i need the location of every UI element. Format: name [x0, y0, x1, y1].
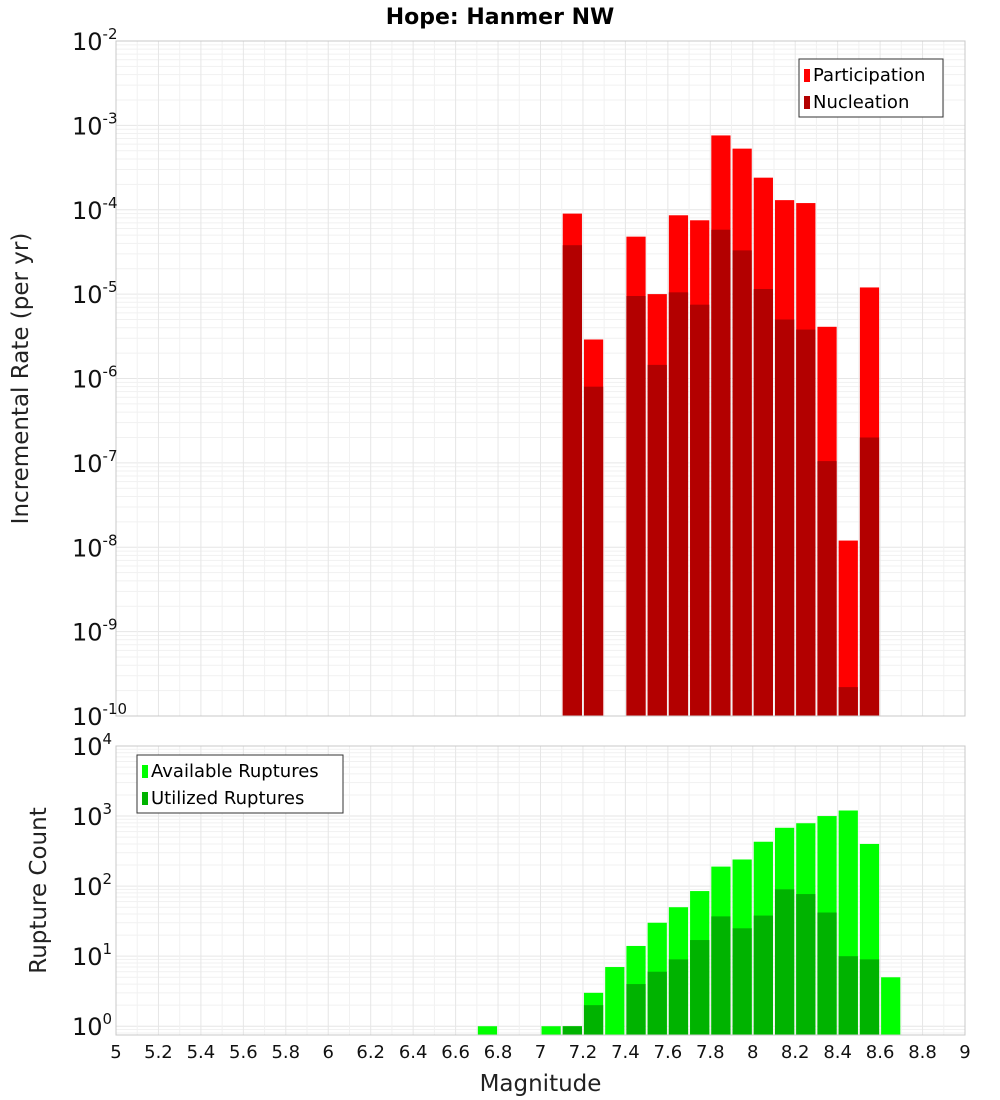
y-tick-label: 103 — [72, 800, 112, 831]
y-tick-label: 101 — [72, 940, 112, 971]
bar — [732, 928, 752, 1035]
bar — [690, 304, 710, 716]
bar — [881, 977, 901, 1035]
y-tick-labels: 10-10 10-9 10-8 10-7 10-6 10-5 10-4 10-3 10-2 — [72, 25, 127, 731]
bar — [626, 984, 646, 1035]
x-tick-label: 6.4 — [399, 1042, 428, 1063]
y-tick-label: 102 — [72, 870, 112, 901]
y-tick-label: 10-2 — [72, 25, 118, 56]
bar — [838, 540, 858, 716]
bar — [711, 229, 731, 717]
x-tick-label: 5.8 — [271, 1042, 300, 1063]
bar — [796, 329, 816, 716]
grid — [115, 40, 966, 717]
y-tick-labels: 100 101 102 103 104 — [72, 730, 112, 1041]
legend-swatch — [142, 792, 148, 805]
bar — [668, 959, 689, 1035]
bar — [647, 364, 667, 716]
legend: Available Ruptures Utilized Ruptures — [136, 754, 344, 814]
x-tick-label: 6 — [323, 1042, 334, 1063]
legend-box — [136, 754, 344, 814]
bar — [774, 319, 795, 716]
bar — [668, 292, 689, 716]
x-tick-label: 7.4 — [611, 1042, 640, 1063]
x-tick-label: 8.2 — [781, 1042, 810, 1063]
y-tick-label: 10-3 — [72, 109, 118, 140]
legend-label: Participation — [813, 65, 925, 86]
x-tick-label: 5 — [110, 1042, 121, 1063]
x-tick-label: 5.2 — [144, 1042, 173, 1063]
y-axis-title: Incremental Rate (per yr) — [8, 233, 34, 525]
legend-swatch — [142, 765, 148, 778]
y-tick-label: 10-10 — [72, 700, 127, 731]
y-tick-label: 100 — [72, 1010, 112, 1041]
x-tick-labels: 5 5.2 5.4 5.6 5.8 6 6.2 6.4 6.6 6.8 7 7.2 7.4 7.6 7.8 8… — [110, 1042, 970, 1063]
bar — [732, 250, 752, 717]
x-tick-label: 8.6 — [866, 1042, 895, 1063]
bar — [753, 915, 773, 1035]
bar — [541, 1026, 561, 1035]
y-tick-label: 10-7 — [72, 447, 118, 478]
x-tick-label: 9 — [959, 1042, 970, 1063]
bar — [796, 894, 816, 1035]
x-tick-label: 8.4 — [823, 1042, 852, 1063]
bar — [605, 967, 625, 1035]
x-tick-label: 6.6 — [441, 1042, 470, 1063]
bar — [647, 971, 667, 1035]
bar — [477, 1026, 498, 1035]
x-tick-label: 7.2 — [569, 1042, 598, 1063]
bar — [583, 1005, 604, 1035]
legend-swatch — [804, 69, 810, 82]
x-tick-label: 6.2 — [356, 1042, 385, 1063]
bar — [562, 1026, 582, 1035]
bar — [626, 296, 646, 716]
y-tick-label: 10-4 — [72, 194, 118, 225]
bar — [817, 912, 837, 1035]
x-tick-label: 7.8 — [696, 1042, 725, 1063]
legend-label: Utilized Ruptures — [151, 788, 304, 809]
legend-box — [798, 58, 944, 118]
x-tick-label: 7.6 — [654, 1042, 683, 1063]
bar — [774, 889, 795, 1035]
bar — [859, 959, 880, 1035]
bar — [817, 461, 837, 716]
series-nucleation — [562, 229, 880, 717]
bar — [838, 956, 858, 1035]
y-tick-label: 10-5 — [72, 278, 118, 309]
x-tick-label: 8.8 — [908, 1042, 937, 1063]
y-axis-title: Rupture Count — [26, 807, 52, 973]
bar — [859, 437, 880, 716]
bar — [753, 289, 773, 716]
x-axis-title: Magnitude — [480, 1071, 602, 1097]
x-tick-label: 5.6 — [229, 1042, 258, 1063]
y-tick-label: 104 — [72, 730, 112, 761]
x-tick-label: 5.4 — [187, 1042, 216, 1063]
bar — [690, 940, 710, 1035]
x-tick-label: 7 — [535, 1042, 546, 1063]
y-tick-label: 10-6 — [72, 363, 118, 394]
rate-panel: 10-10 10-9 10-8 10-7 10-6 10-5 10-4 10-3 10-2 Inc… — [8, 25, 966, 731]
bar — [711, 916, 731, 1035]
series-utilized-ruptures — [562, 889, 880, 1035]
bar — [583, 386, 604, 716]
legend: Participation Nucleation — [798, 58, 944, 118]
x-tick-label: 8 — [747, 1042, 758, 1063]
y-tick-label: 10-9 — [72, 616, 118, 647]
y-tick-label: 10-8 — [72, 531, 118, 562]
chart-title: Hope: Hanmer NW — [386, 5, 615, 30]
legend-label: Nucleation — [813, 92, 909, 113]
bar — [838, 687, 858, 716]
legend-label: Available Ruptures — [151, 761, 319, 782]
rupture-count-panel: 100 101 102 103 104 Rupture Count 5 5.2 5.4 5.6 5.… — [26, 730, 971, 1097]
plot-frame — [115, 745, 966, 1036]
plot-frame — [115, 40, 966, 717]
bar — [562, 245, 582, 717]
legend-swatch — [804, 96, 810, 109]
x-tick-label: 6.8 — [484, 1042, 513, 1063]
